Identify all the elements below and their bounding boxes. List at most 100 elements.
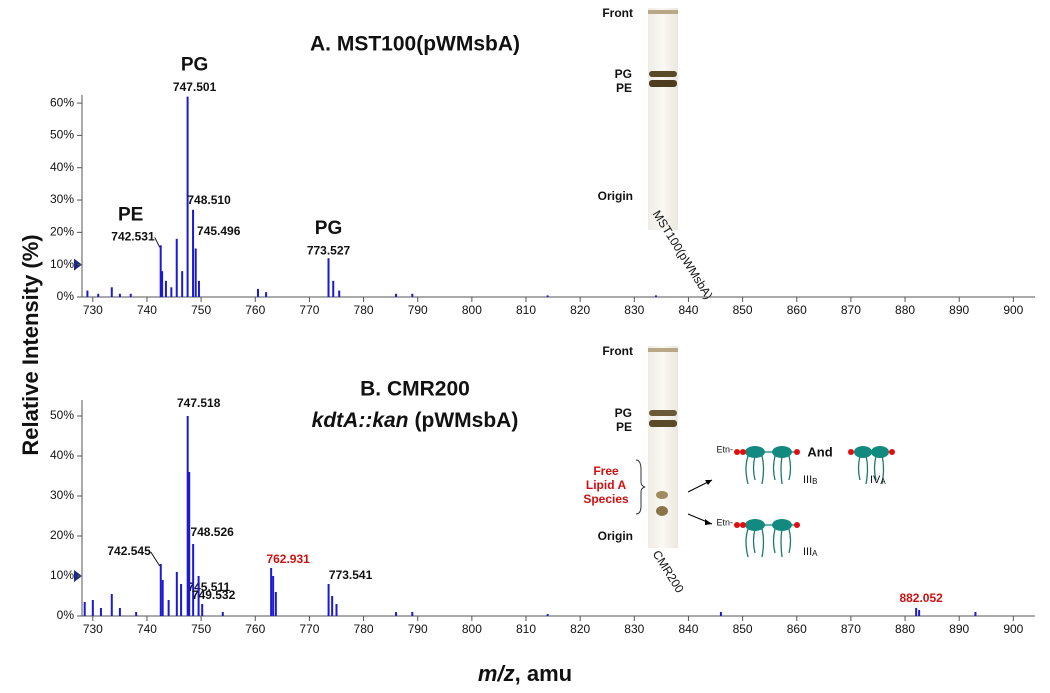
y-tick-label: 50% [50,408,74,422]
x-tick-label: 760 [245,622,265,636]
tlc-strip [648,8,678,230]
y-tick-label: 40% [50,448,74,462]
y-tick-label: 10% [50,568,74,582]
species-sub: A [812,549,818,558]
peak-label: 747.518 [177,396,221,410]
leader [154,237,161,248]
etn-label: Etn- [716,517,733,527]
peak-label: 762.931 [266,552,310,566]
x-tick-label: 790 [408,622,428,636]
tlc-label: PE [616,81,632,95]
x-tick-label: 780 [354,303,374,317]
x-tick-label: 860 [787,303,807,317]
species-numeral: III [803,474,812,486]
tlc-label: Origin [598,529,633,543]
y-tick-label: 20% [50,528,74,542]
y-axis-label: Relative Intensity (%) [18,234,43,455]
x-tick-label: 860 [787,622,807,636]
x-tick-label: 800 [462,303,482,317]
y-tick-label: 0% [57,608,75,622]
x-tick-label: 840 [678,303,698,317]
x-tick-label: 890 [949,622,969,636]
tlc-free-label: Free [593,464,619,478]
species-numeral: III [803,546,812,558]
chart-title: B. CMR200 [360,378,470,401]
x-tick-label: 820 [570,303,590,317]
x-tick-label: 870 [841,303,861,317]
tlc-label: Front [602,6,633,20]
tlc-front [648,348,678,352]
etn-label: Etn- [716,444,733,454]
species-label: IVA [870,474,886,486]
x-tick-label: 830 [624,622,644,636]
and-label: And [807,444,832,459]
tlc-front [648,10,678,14]
tlc-free-label: Lipid A [586,478,627,492]
x-tick-label: 840 [678,622,698,636]
lipid-sugars [745,446,889,531]
tlc-strip [648,346,678,548]
x-tick-label: 780 [354,622,374,636]
peak-label: 745.496 [197,224,241,238]
species-numeral: IV [870,474,881,486]
peak-label: 882.052 [899,591,943,605]
chart-title: A. MST100(pWMsbA) [310,33,520,56]
tlc-free-label: Species [583,492,629,506]
leader [150,551,161,567]
tlc-band [649,420,677,427]
tlc-band [649,71,677,77]
tlc-label: Front [602,344,633,358]
peak-label: 773.527 [307,243,351,257]
phosphates [734,449,895,528]
x-tick-label: 880 [895,303,915,317]
x-tick-label: 830 [624,303,644,317]
x-tick-label: 770 [299,303,319,317]
chart-subtitle: kdtA::kan (pWMsbA) [312,409,519,432]
x-tick-label: 730 [83,622,103,636]
y-tick-label: 30% [50,192,74,206]
x-tick-label: 890 [949,303,969,317]
x-tick-label: 900 [1003,303,1023,317]
x-tick-label: 730 [83,303,103,317]
y-tick-label: 30% [50,488,74,502]
y-tick-label: 40% [50,160,74,174]
peak-label: 742.531 [111,229,155,243]
x-tick-label: 760 [245,303,265,317]
x-tick-label: 880 [895,622,915,636]
x-tick-label: 750 [191,303,211,317]
peak-label: 742.545 [107,544,151,558]
peak-label: 748.526 [190,525,234,539]
x-tick-label: 770 [299,622,319,636]
arrow-head [705,519,712,525]
y-tick-label: 10% [50,257,74,271]
peak-label: 747.501 [173,80,217,94]
species-sub: B [812,477,817,486]
x-tick-label: 790 [408,303,428,317]
x-axis-label-var: m/z [478,661,515,686]
tlc-label: PG [615,67,632,81]
x-axis-label-unit: , amu [515,661,572,686]
lipid-diagram [736,451,892,558]
y-tick-label: 0% [57,289,75,303]
tlc-inset-a: Front PG PE Origin MST100(pWMsbA) [598,6,716,302]
peak-label: 748.510 [187,193,231,207]
species-label: IIIB [803,474,818,486]
tlc-label: PE [616,420,632,434]
x-axis-label: m/z, amu [478,661,572,686]
x-tick-label: 820 [570,622,590,636]
species-label: IIIA [803,546,818,558]
subtitle-italic: kdtA::kan [312,409,409,432]
x-tick-label: 900 [1003,622,1023,636]
tlc-inset-b: Front PG PE Free Lipid A Species Origin … [583,344,895,596]
peak-label: 749.532 [192,588,236,602]
y-tick-label: 50% [50,128,74,142]
x-tick-label: 800 [462,622,482,636]
tlc-label: PG [615,406,632,420]
x-tick-label: 870 [841,622,861,636]
x-tick-label: 740 [137,303,157,317]
y-tick-label: 20% [50,225,74,239]
x-tick-label: 740 [137,622,157,636]
tlc-band [649,80,677,87]
peak-class: PG [315,218,342,239]
